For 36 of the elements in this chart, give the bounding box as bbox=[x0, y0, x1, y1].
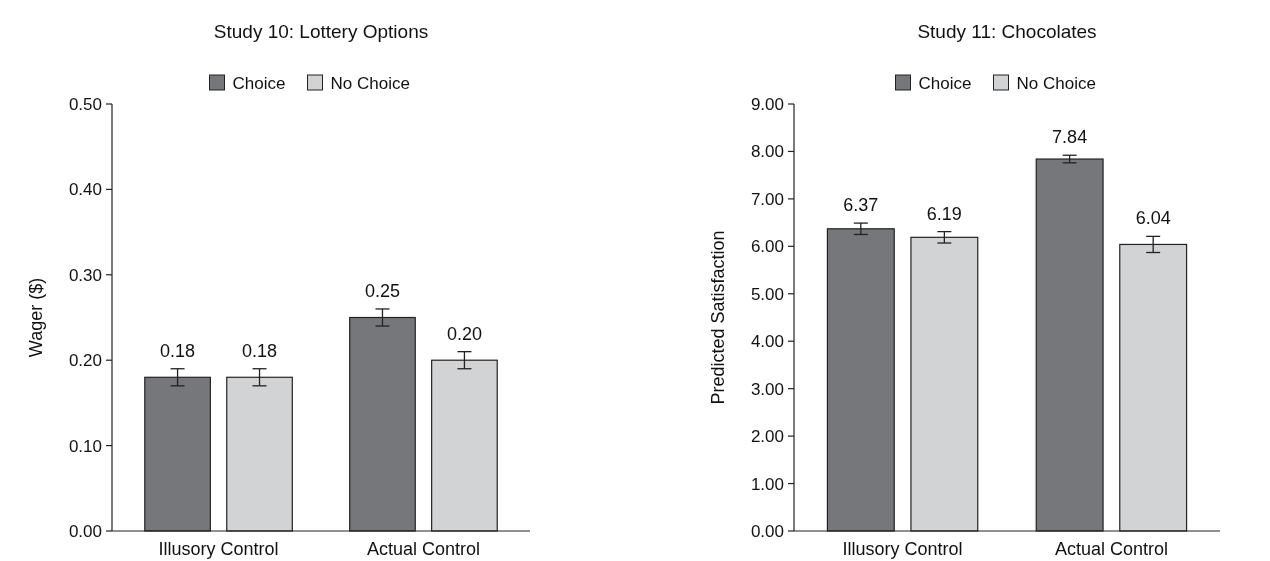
data-label: 0.20 bbox=[446, 323, 482, 344]
y-tick-label: 0.10 bbox=[68, 436, 102, 456]
data-label: 0.18 bbox=[160, 340, 196, 361]
legend-label: No Choice bbox=[1016, 74, 1096, 93]
y-tick-label: 0.20 bbox=[68, 351, 102, 371]
x-tick-label: Illusory Control bbox=[158, 539, 279, 559]
chart-title: Study 10: Lottery Options bbox=[213, 21, 429, 42]
y-tick-label: 2.00 bbox=[750, 427, 784, 447]
legend-label: Choice bbox=[232, 74, 286, 93]
data-label: 6.19 bbox=[926, 203, 962, 224]
y-tick-label: 8.00 bbox=[750, 142, 784, 162]
y-tick-label: 7.00 bbox=[750, 189, 784, 209]
y-axis-title: Predicted Satisfaction bbox=[708, 230, 728, 405]
y-tick-label: 0.00 bbox=[68, 522, 102, 541]
y-tick-label: 0.50 bbox=[68, 95, 102, 114]
y-tick-label: 0.00 bbox=[750, 522, 784, 541]
legend-label: No Choice bbox=[330, 74, 410, 93]
x-tick-label: Illusory Control bbox=[842, 539, 963, 559]
y-tick-label: 0.30 bbox=[68, 265, 102, 285]
x-tick-label: Actual Control bbox=[366, 539, 480, 559]
data-label: 0.18 bbox=[242, 340, 278, 361]
data-label: 6.04 bbox=[1135, 208, 1171, 229]
y-tick-label: 6.00 bbox=[750, 237, 784, 257]
y-tick-label: 9.00 bbox=[750, 95, 784, 114]
legend-label: Choice bbox=[918, 74, 972, 93]
data-label: 6.37 bbox=[843, 195, 879, 216]
y-tick-label: 3.00 bbox=[750, 379, 784, 399]
x-tick-label: Actual Control bbox=[1054, 539, 1168, 559]
y-tick-label: 0.40 bbox=[68, 180, 102, 200]
chart-title: Study 11: Chocolates bbox=[917, 21, 1097, 42]
y-tick-label: 4.00 bbox=[750, 332, 784, 352]
data-label: 7.84 bbox=[1052, 127, 1088, 148]
y-axis-title: Wager ($) bbox=[26, 277, 46, 358]
data-label: 0.25 bbox=[364, 280, 400, 301]
y-tick-label: 1.00 bbox=[750, 474, 784, 494]
y-tick-label: 5.00 bbox=[750, 284, 784, 304]
